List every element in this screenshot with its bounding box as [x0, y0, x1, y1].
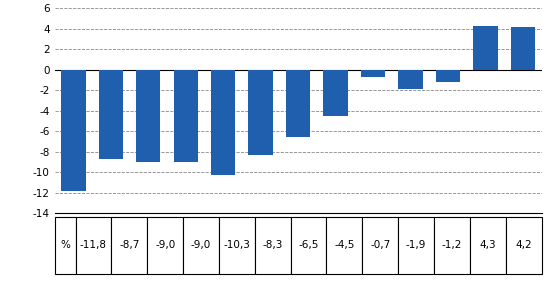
Bar	[147, 216, 183, 274]
Text: 4,2: 4,2	[515, 240, 532, 250]
Bar	[505, 216, 542, 274]
Text: -11,8: -11,8	[80, 240, 107, 250]
Text: -10,3: -10,3	[223, 240, 251, 250]
Bar	[436, 70, 460, 82]
Bar	[511, 27, 535, 70]
Bar	[98, 70, 123, 159]
Bar	[112, 216, 147, 274]
Text: -0,7: -0,7	[370, 240, 391, 250]
Bar	[362, 216, 398, 274]
Bar	[398, 70, 423, 89]
Bar	[323, 70, 348, 116]
Text: 4,3: 4,3	[480, 240, 496, 250]
Bar	[473, 26, 498, 70]
Text: -6,5: -6,5	[298, 240, 319, 250]
Bar	[286, 70, 310, 136]
Text: -1,9: -1,9	[406, 240, 426, 250]
Text: -9,0: -9,0	[191, 240, 211, 250]
Bar	[61, 70, 85, 191]
Bar	[327, 216, 362, 274]
Bar	[173, 70, 198, 162]
Bar	[470, 216, 505, 274]
Bar	[290, 216, 327, 274]
Text: %: %	[60, 240, 70, 250]
Bar	[398, 216, 434, 274]
Text: -8,3: -8,3	[263, 240, 283, 250]
Text: -8,7: -8,7	[119, 240, 139, 250]
Bar	[255, 216, 290, 274]
Bar	[248, 70, 273, 155]
Bar	[219, 216, 255, 274]
Bar	[75, 216, 112, 274]
Text: -4,5: -4,5	[334, 240, 354, 250]
Text: -1,2: -1,2	[442, 240, 462, 250]
Bar	[183, 216, 219, 274]
Bar	[55, 216, 75, 274]
Text: -9,0: -9,0	[155, 240, 175, 250]
Bar	[136, 70, 160, 162]
Bar	[434, 216, 470, 274]
Bar	[361, 70, 385, 77]
Bar	[211, 70, 235, 175]
